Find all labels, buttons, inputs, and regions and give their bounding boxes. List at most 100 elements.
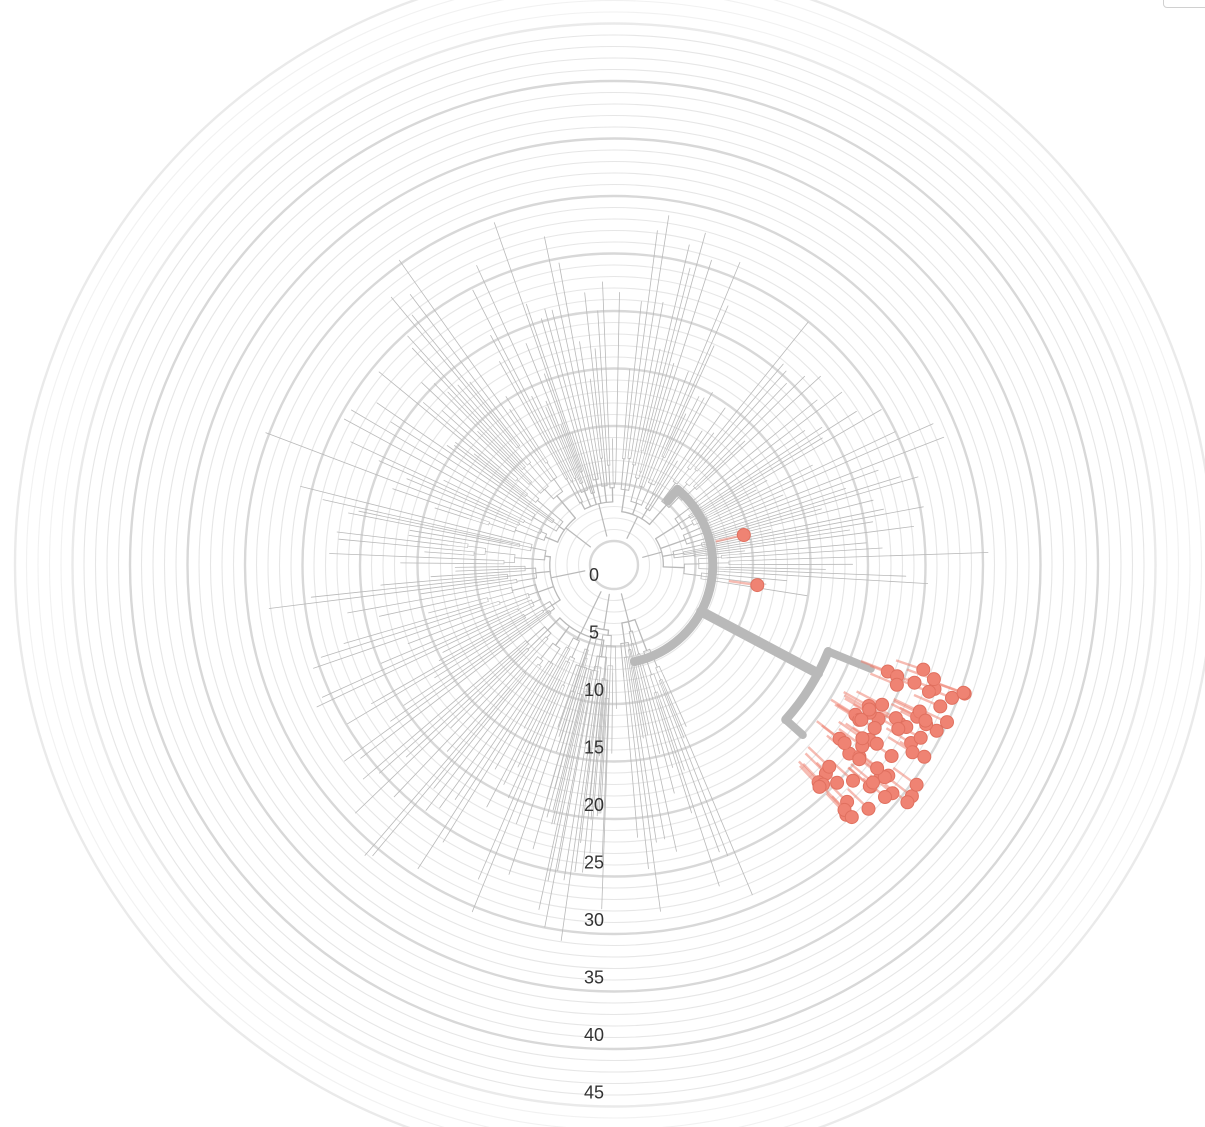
branch-line xyxy=(624,657,628,685)
branch-line xyxy=(587,669,592,687)
leaf-branch xyxy=(628,676,661,912)
highlighted-tip-marker[interactable] xyxy=(869,736,884,751)
highlighted-tip-marker[interactable] xyxy=(956,685,971,700)
branch-line xyxy=(721,553,740,556)
highlighted-tip-marker[interactable] xyxy=(870,761,885,776)
branch-line xyxy=(507,579,517,582)
clade-stem xyxy=(603,593,610,631)
leaf-branch xyxy=(380,576,482,586)
leaf-branch xyxy=(509,409,539,453)
branch-line xyxy=(607,698,609,716)
leaf-branch xyxy=(647,362,675,452)
highlighted-tip-marker[interactable] xyxy=(854,712,869,727)
branch-line xyxy=(517,611,545,630)
distance-ring xyxy=(554,505,674,625)
highlighted-tip-marker[interactable] xyxy=(846,773,860,788)
highlighted-tip-marker[interactable] xyxy=(913,730,928,745)
highlighted-tip-marker[interactable] xyxy=(750,578,765,593)
branch-line xyxy=(620,458,625,490)
leaf-branch xyxy=(505,396,539,447)
branch-line xyxy=(522,459,528,466)
leaf-branch xyxy=(584,692,594,745)
branch-line xyxy=(627,621,632,633)
highlighted-tip-marker[interactable] xyxy=(822,759,837,774)
branch-line xyxy=(661,553,675,558)
branch-line xyxy=(594,666,599,689)
highlighted-tip-marker[interactable] xyxy=(878,790,892,804)
leaf-branch xyxy=(693,521,874,553)
leaf-branch xyxy=(455,568,517,572)
axis-tick-label: 20 xyxy=(584,795,604,815)
branch-line xyxy=(522,610,550,629)
highlighted-tip-marker[interactable] xyxy=(884,749,899,763)
leaf-branch xyxy=(446,663,527,752)
highlighted-tip-marker[interactable] xyxy=(862,702,877,717)
leaf-branch xyxy=(300,485,522,543)
highlighted-tip-marker[interactable] xyxy=(852,752,867,767)
branch-line xyxy=(537,662,552,683)
branch-line xyxy=(585,649,589,659)
highlighted-tip-marker[interactable] xyxy=(861,801,876,816)
branch-line xyxy=(560,662,571,684)
leaf-branch xyxy=(434,507,469,519)
leaf-branch xyxy=(411,347,520,464)
leaf-branch xyxy=(644,380,680,479)
leaf-branch xyxy=(647,681,674,768)
highlighted-tip-marker[interactable] xyxy=(855,731,870,746)
leaf-branch xyxy=(313,610,483,669)
highlighted-tip-marker[interactable] xyxy=(929,723,944,738)
leaf-branch xyxy=(716,399,818,483)
leaf-branch xyxy=(490,334,563,470)
highlighted-backbone xyxy=(824,647,875,673)
branch-line xyxy=(472,515,490,523)
branch-line xyxy=(598,666,602,681)
branch-line xyxy=(536,499,564,523)
leaf-branch xyxy=(709,375,821,479)
highlighted-tip-marker[interactable] xyxy=(945,690,959,705)
branch-line xyxy=(615,459,617,484)
distance-ring xyxy=(60,11,1168,1119)
leaf-branch xyxy=(664,703,720,853)
branch-line xyxy=(600,445,603,459)
corner-control-button[interactable] xyxy=(1163,0,1205,8)
highlighted-tip-marker[interactable] xyxy=(917,749,932,764)
leaf-branch xyxy=(420,580,508,595)
leaf-branch xyxy=(729,476,919,532)
highlighted-tip-marker[interactable] xyxy=(891,721,906,736)
branch-line xyxy=(602,686,605,704)
leaf-branch xyxy=(714,469,879,530)
highlighted-tip-marker[interactable] xyxy=(940,715,954,730)
highlighted-tip-marker[interactable] xyxy=(875,697,890,712)
branch-line xyxy=(596,670,599,680)
leaf-branch xyxy=(582,707,600,873)
highlighted-tip-marker[interactable] xyxy=(736,528,751,542)
leaf-branch xyxy=(378,371,519,487)
highlighted-tip-marker[interactable] xyxy=(909,777,924,792)
highlighted-tip-marker[interactable] xyxy=(918,713,933,728)
branch-line xyxy=(575,472,581,484)
highlighted-tip-marker[interactable] xyxy=(867,721,882,735)
highlighted-tip-marker[interactable] xyxy=(933,699,948,714)
distance-ring xyxy=(278,229,950,901)
leaf-branch xyxy=(641,348,661,437)
highlighted-tip-marker[interactable] xyxy=(844,810,859,825)
highlighted-tip-marker[interactable] xyxy=(877,770,892,785)
branch-line xyxy=(599,678,603,700)
branch-line xyxy=(659,539,686,550)
branch-line xyxy=(673,554,695,559)
major-distance-ring xyxy=(416,367,812,763)
highlighted-tip-marker[interactable] xyxy=(889,677,904,692)
distance-ring xyxy=(439,390,789,740)
highlighted-tip-marker[interactable] xyxy=(830,775,845,790)
leaf-branch xyxy=(579,341,601,478)
highlighted-tip-marker[interactable] xyxy=(900,795,915,810)
leaf-branch xyxy=(546,676,583,802)
branch-line xyxy=(509,670,524,688)
highlighted-tip-marker[interactable] xyxy=(907,675,922,690)
branch-line xyxy=(660,679,667,693)
major-distance-ring xyxy=(13,0,1205,1127)
highlighted-tip-marker[interactable] xyxy=(812,779,827,794)
branch-line xyxy=(604,678,606,689)
branch-line xyxy=(695,496,705,504)
